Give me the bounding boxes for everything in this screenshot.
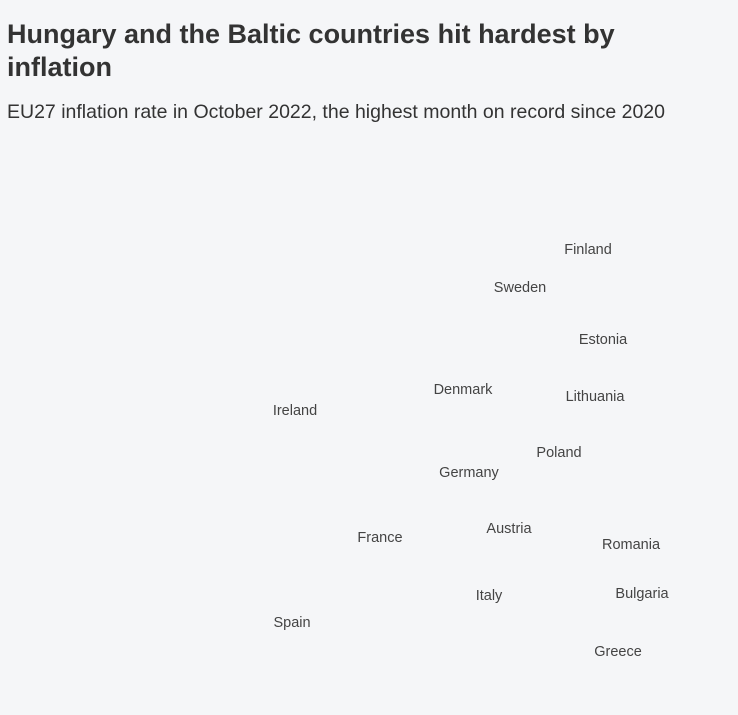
country-label-spain[interactable]: Spain [273,615,311,631]
country-label-lithuania[interactable]: Lithuania [565,389,625,405]
country-label-france[interactable]: France [357,530,403,546]
country-label-ireland[interactable]: Ireland [272,403,318,419]
chart-title: Hungary and the Baltic countries hit har… [7,19,615,82]
chart-subtitle: EU27 inflation rate in October 2022, the… [7,101,665,123]
country-label-poland[interactable]: Poland [536,445,582,461]
country-label-bulgaria[interactable]: Bulgaria [615,586,669,602]
europe-map: Finland Sweden Estonia Denmark Lithuania… [0,150,738,715]
country-label-romania[interactable]: Romania [601,537,661,553]
country-label-denmark[interactable]: Denmark [433,382,493,398]
country-label-sweden[interactable]: Sweden [493,280,547,296]
country-label-greece[interactable]: Greece [594,644,642,660]
country-label-estonia[interactable]: Estonia [578,332,628,348]
country-label-germany[interactable]: Germany [439,465,499,481]
country-label-austria[interactable]: Austria [486,521,532,537]
country-label-italy[interactable]: Italy [475,588,503,604]
country-label-finland[interactable]: Finland [564,242,612,258]
